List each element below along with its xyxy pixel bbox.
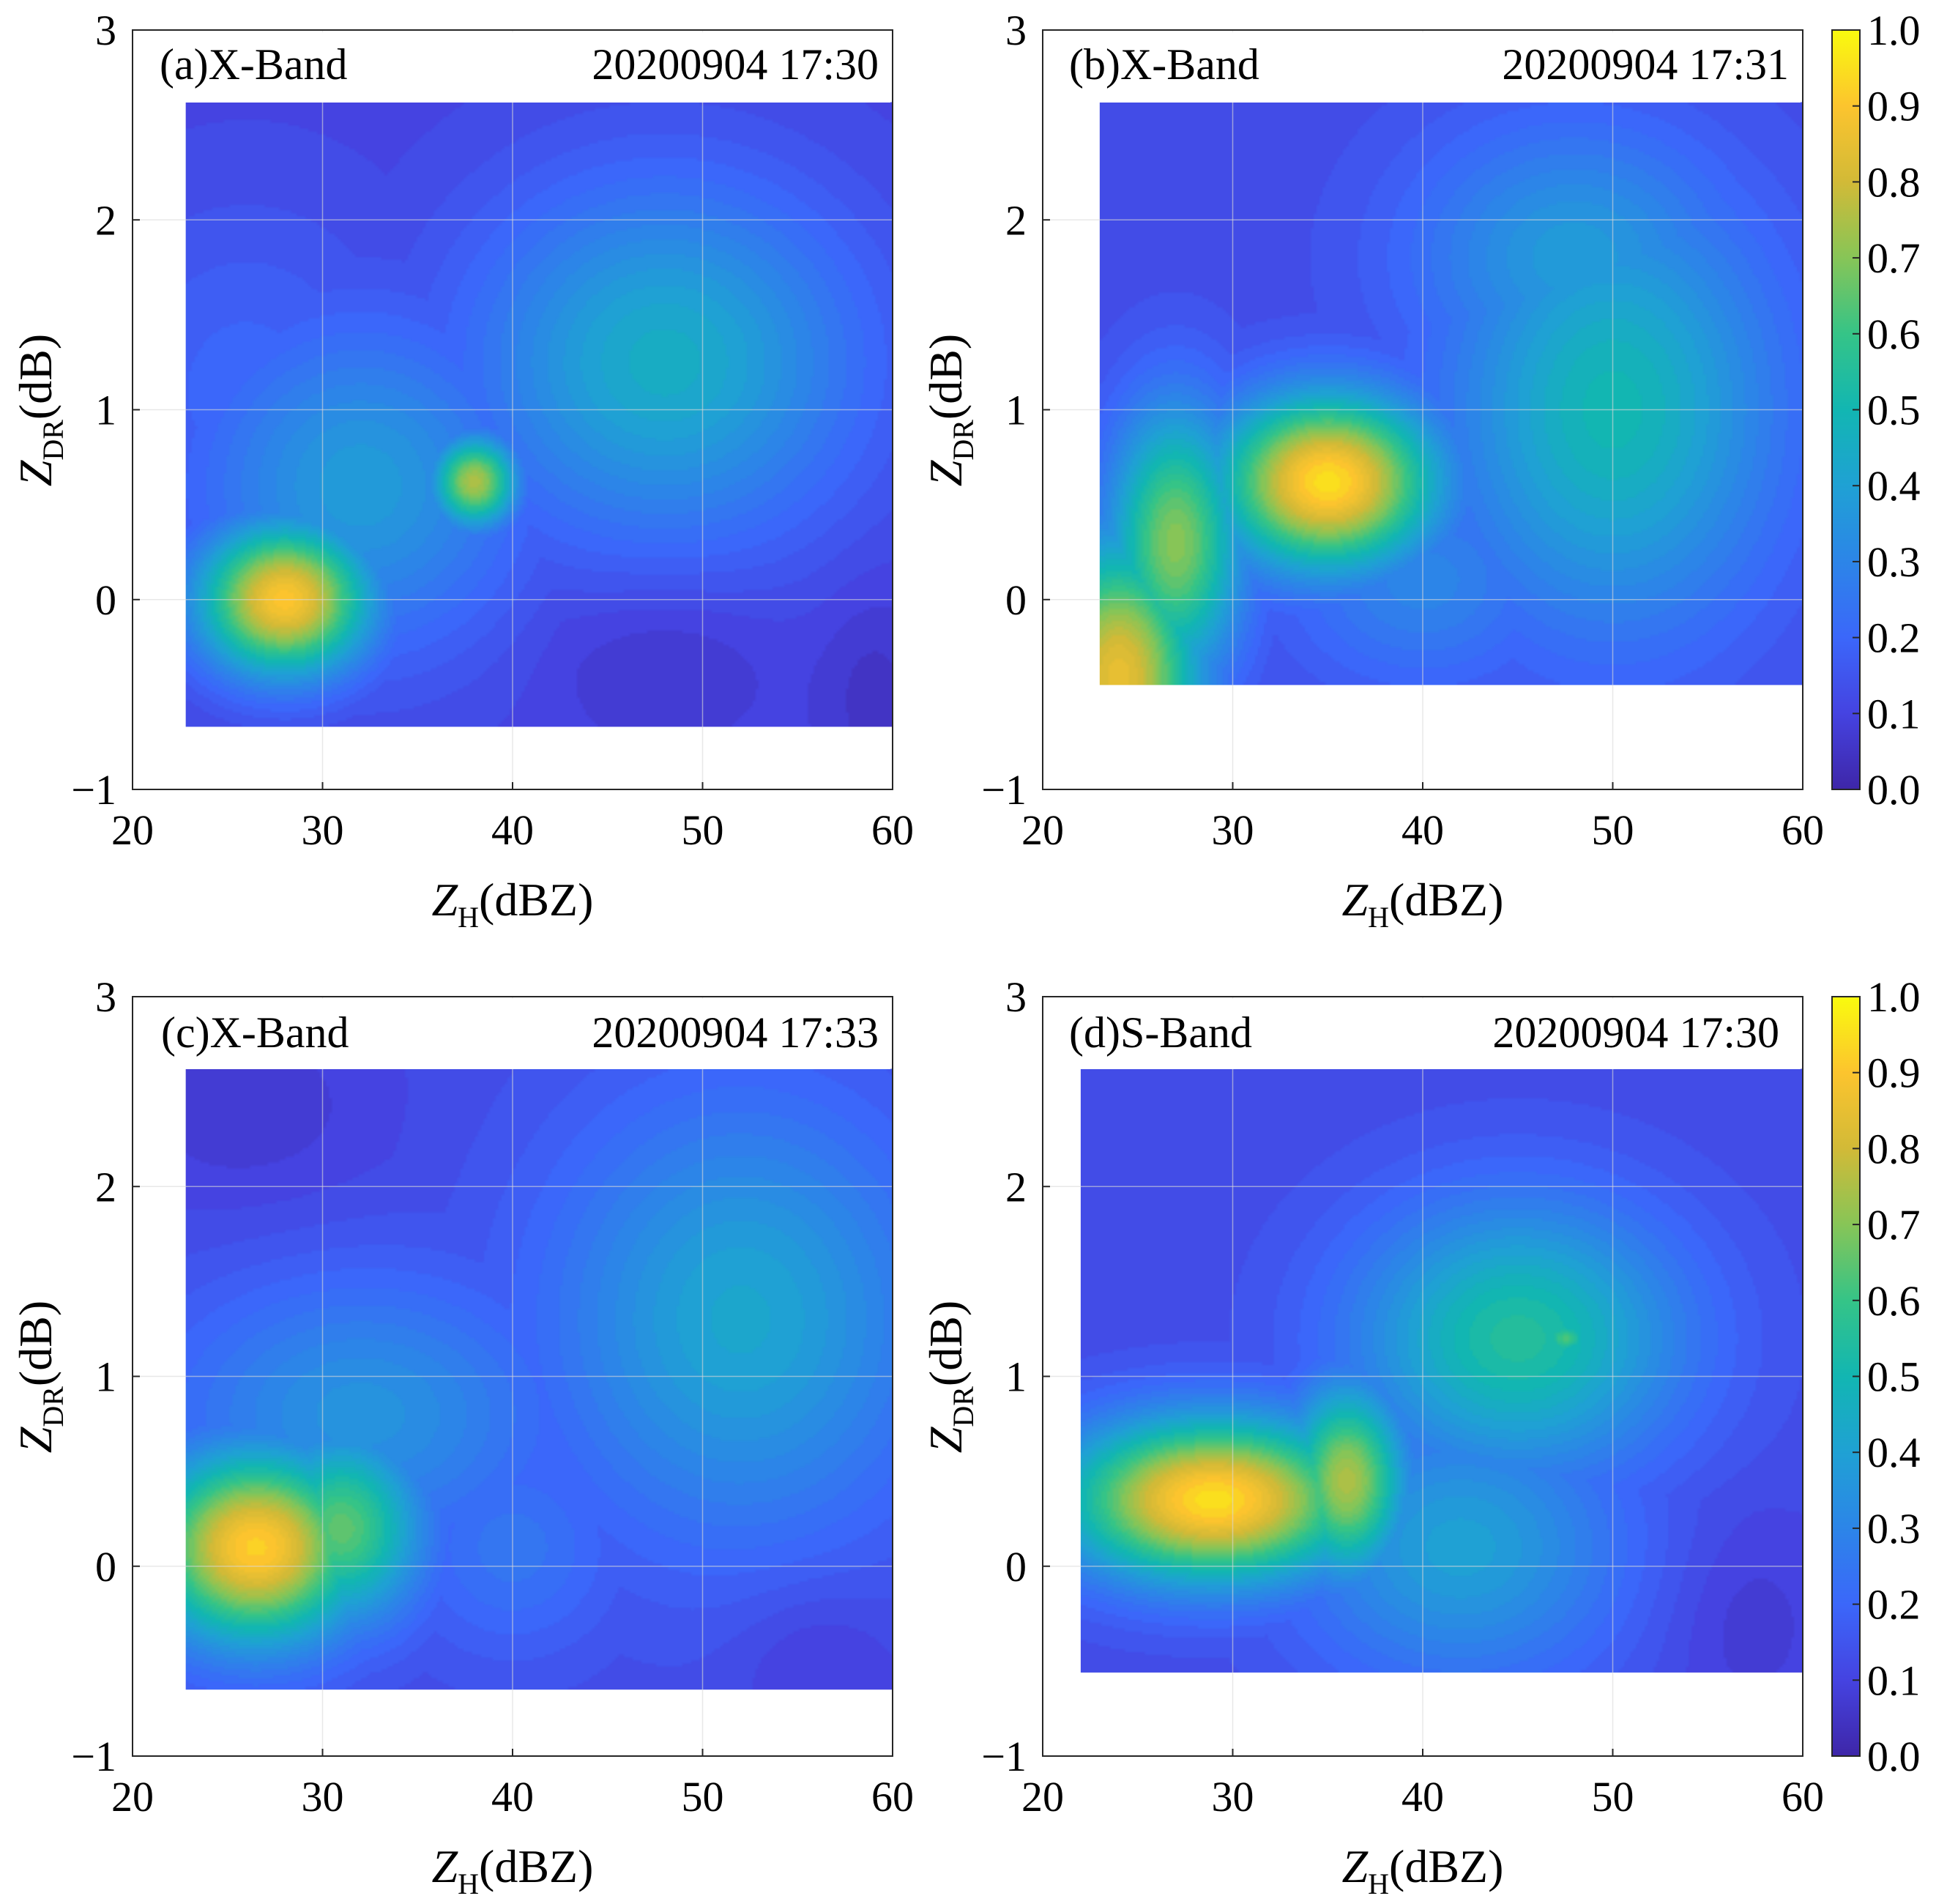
colorbar-tick-labels: 0.0 0.1 0.2 0.3 0.4 0.5 0.6 0.7 0.8 0.9 1.0 xyxy=(1853,7,1921,814)
tick-labels: 20 30 40 50 60 −1 0 1 2 3 xyxy=(71,973,914,1821)
x-tick-label: 50 xyxy=(1592,806,1634,854)
colorbar-tick-label: 0.3 xyxy=(1867,538,1921,586)
panel-d: 20 30 40 50 60 −1 0 1 2 3 (d)S-Band 20200904 17:3… xyxy=(920,973,1824,1900)
y-axis-label: ZDR(dB) xyxy=(10,1301,70,1453)
x-tick-label: 60 xyxy=(1782,806,1824,854)
heatmap-image xyxy=(185,102,893,727)
colorbar-tick-label: 0.6 xyxy=(1867,1277,1921,1325)
y-tick-label: 0 xyxy=(95,576,116,624)
colorbar-tick-label: 0.5 xyxy=(1867,387,1921,434)
colorbar-bottom: 0.0 0.1 0.2 0.3 0.4 0.5 0.6 0.7 0.8 0.9 1.0 xyxy=(1831,973,1921,1780)
y-tick-label: −1 xyxy=(71,766,116,814)
colorbar-tick-label: 0.7 xyxy=(1867,234,1921,282)
heatmap-image xyxy=(185,1068,893,1690)
y-tick-label: 2 xyxy=(1005,196,1027,244)
colorbar-tick-label: 0.8 xyxy=(1867,158,1921,206)
y-tick-label: 1 xyxy=(1005,387,1027,434)
colorbar-tick-label: 0.1 xyxy=(1867,1656,1921,1704)
colorbar-top: 0.0 0.1 0.2 0.3 0.4 0.5 0.6 0.7 0.8 0.9 1.0 xyxy=(1831,7,1921,814)
x-axis-label: ZH(dBZ) xyxy=(1342,1840,1504,1900)
y-tick-label: −1 xyxy=(71,1733,116,1780)
colorbar-tick-labels: 0.0 0.1 0.2 0.3 0.4 0.5 0.6 0.7 0.8 0.9 1.0 xyxy=(1853,973,1921,1780)
y-axis-label: ZDR(dB) xyxy=(10,334,70,486)
y-tick-label: −1 xyxy=(981,1733,1027,1780)
y-tick-label: 2 xyxy=(95,196,116,244)
colorbar-tick-label: 1.0 xyxy=(1867,7,1921,54)
colorbar-tick-label: 0.5 xyxy=(1867,1353,1921,1401)
panel-label: (d)S-Band xyxy=(1069,1008,1252,1057)
x-tick-label: 60 xyxy=(871,806,914,854)
colorbar-tick-label: 1.0 xyxy=(1867,973,1921,1021)
panel-label: (a)X-Band xyxy=(160,40,348,89)
x-tick-label: 20 xyxy=(1021,1773,1064,1821)
x-axis-label: ZH(dBZ) xyxy=(432,1840,594,1900)
x-tick-label: 20 xyxy=(111,806,154,854)
y-tick-label: 3 xyxy=(95,7,116,54)
panel-c: 20 30 40 50 60 −1 0 1 2 3 (c)X-Band 20200904 17:3… xyxy=(10,973,914,1900)
y-tick-label: 2 xyxy=(1005,1163,1027,1211)
panel-b: 20 30 40 50 60 −1 0 1 2 3 (b)X-Band 20200904 17:3… xyxy=(920,7,1824,934)
x-tick-label: 40 xyxy=(1401,1773,1444,1821)
colorbar-tick-label: 0.8 xyxy=(1867,1125,1921,1172)
x-tick-label: 50 xyxy=(682,1773,724,1821)
y-axis-label: ZDR(dB) xyxy=(920,1301,980,1453)
y-tick-label: 3 xyxy=(95,973,116,1021)
x-tick-label: 50 xyxy=(682,806,724,854)
x-tick-label: 60 xyxy=(871,1773,914,1821)
y-tick-label: 1 xyxy=(95,1353,116,1401)
y-tick-label: 0 xyxy=(95,1543,116,1591)
x-tick-label: 50 xyxy=(1592,1773,1634,1821)
heatmap-image xyxy=(1099,102,1803,685)
x-tick-label: 40 xyxy=(491,1773,534,1821)
colorbar-tick-label: 0.6 xyxy=(1867,310,1921,358)
title-box xyxy=(135,999,890,1069)
colorbar-tick-label: 0.3 xyxy=(1867,1505,1921,1552)
panel-label: (b)X-Band xyxy=(1069,40,1259,89)
y-tick-label: 3 xyxy=(1005,7,1027,54)
y-tick-label: 0 xyxy=(1005,576,1027,624)
colorbar-tick-label: 0.2 xyxy=(1867,1581,1921,1629)
title-box xyxy=(1045,32,1801,103)
y-tick-label: 2 xyxy=(95,1163,116,1211)
panel-label: (c)X-Band xyxy=(161,1008,349,1057)
title-box xyxy=(1045,999,1801,1069)
y-axis-label: ZDR(dB) xyxy=(920,334,980,486)
panel-timestamp: 20200904 17:30 xyxy=(1492,1008,1779,1057)
colorbar-tick-label: 0.0 xyxy=(1867,766,1921,814)
panel-timestamp: 20200904 17:33 xyxy=(592,1008,879,1057)
y-tick-label: −1 xyxy=(981,766,1027,814)
tick-labels: 20 30 40 50 60 −1 0 1 2 3 xyxy=(981,7,1824,854)
x-tick-label: 30 xyxy=(302,806,344,854)
x-tick-label: 30 xyxy=(1212,806,1254,854)
panel-timestamp: 20200904 17:31 xyxy=(1502,40,1789,89)
panel-a: 20 30 40 50 60 −1 0 1 2 3 (a)X-Band 20200904 17:3… xyxy=(10,7,914,934)
x-tick-label: 20 xyxy=(1021,806,1064,854)
x-tick-label: 60 xyxy=(1782,1773,1824,1821)
colorbar-tick-label: 0.2 xyxy=(1867,614,1921,662)
tick-labels: 20 30 40 50 60 −1 0 1 2 3 xyxy=(981,973,1824,1821)
x-axis-label: ZH(dBZ) xyxy=(432,874,594,934)
x-axis-label: ZH(dBZ) xyxy=(1342,874,1504,934)
y-tick-label: 0 xyxy=(1005,1543,1027,1591)
x-tick-label: 40 xyxy=(1401,806,1444,854)
title-box xyxy=(135,32,890,103)
colorbar-tick-label: 0.7 xyxy=(1867,1201,1921,1249)
x-tick-label: 40 xyxy=(491,806,534,854)
tick-labels: 20 30 40 50 60 −1 0 1 2 3 xyxy=(71,7,914,854)
y-tick-label: 1 xyxy=(95,387,116,434)
colorbar-tick-label: 0.0 xyxy=(1867,1733,1921,1780)
colorbar-tick-label: 0.9 xyxy=(1867,83,1921,130)
colorbar-tick-label: 0.4 xyxy=(1867,1429,1921,1476)
y-tick-label: 3 xyxy=(1005,973,1027,1021)
heatmap-image xyxy=(1080,1068,1803,1673)
y-tick-label: 1 xyxy=(1005,1353,1027,1401)
colorbar-tick-label: 0.9 xyxy=(1867,1049,1921,1097)
colorbar-tick-label: 0.1 xyxy=(1867,690,1921,737)
x-tick-label: 30 xyxy=(1212,1773,1254,1821)
x-tick-label: 30 xyxy=(302,1773,344,1821)
x-tick-label: 20 xyxy=(111,1773,154,1821)
colorbar-tick-label: 0.4 xyxy=(1867,462,1921,510)
panel-timestamp: 20200904 17:30 xyxy=(592,40,879,89)
